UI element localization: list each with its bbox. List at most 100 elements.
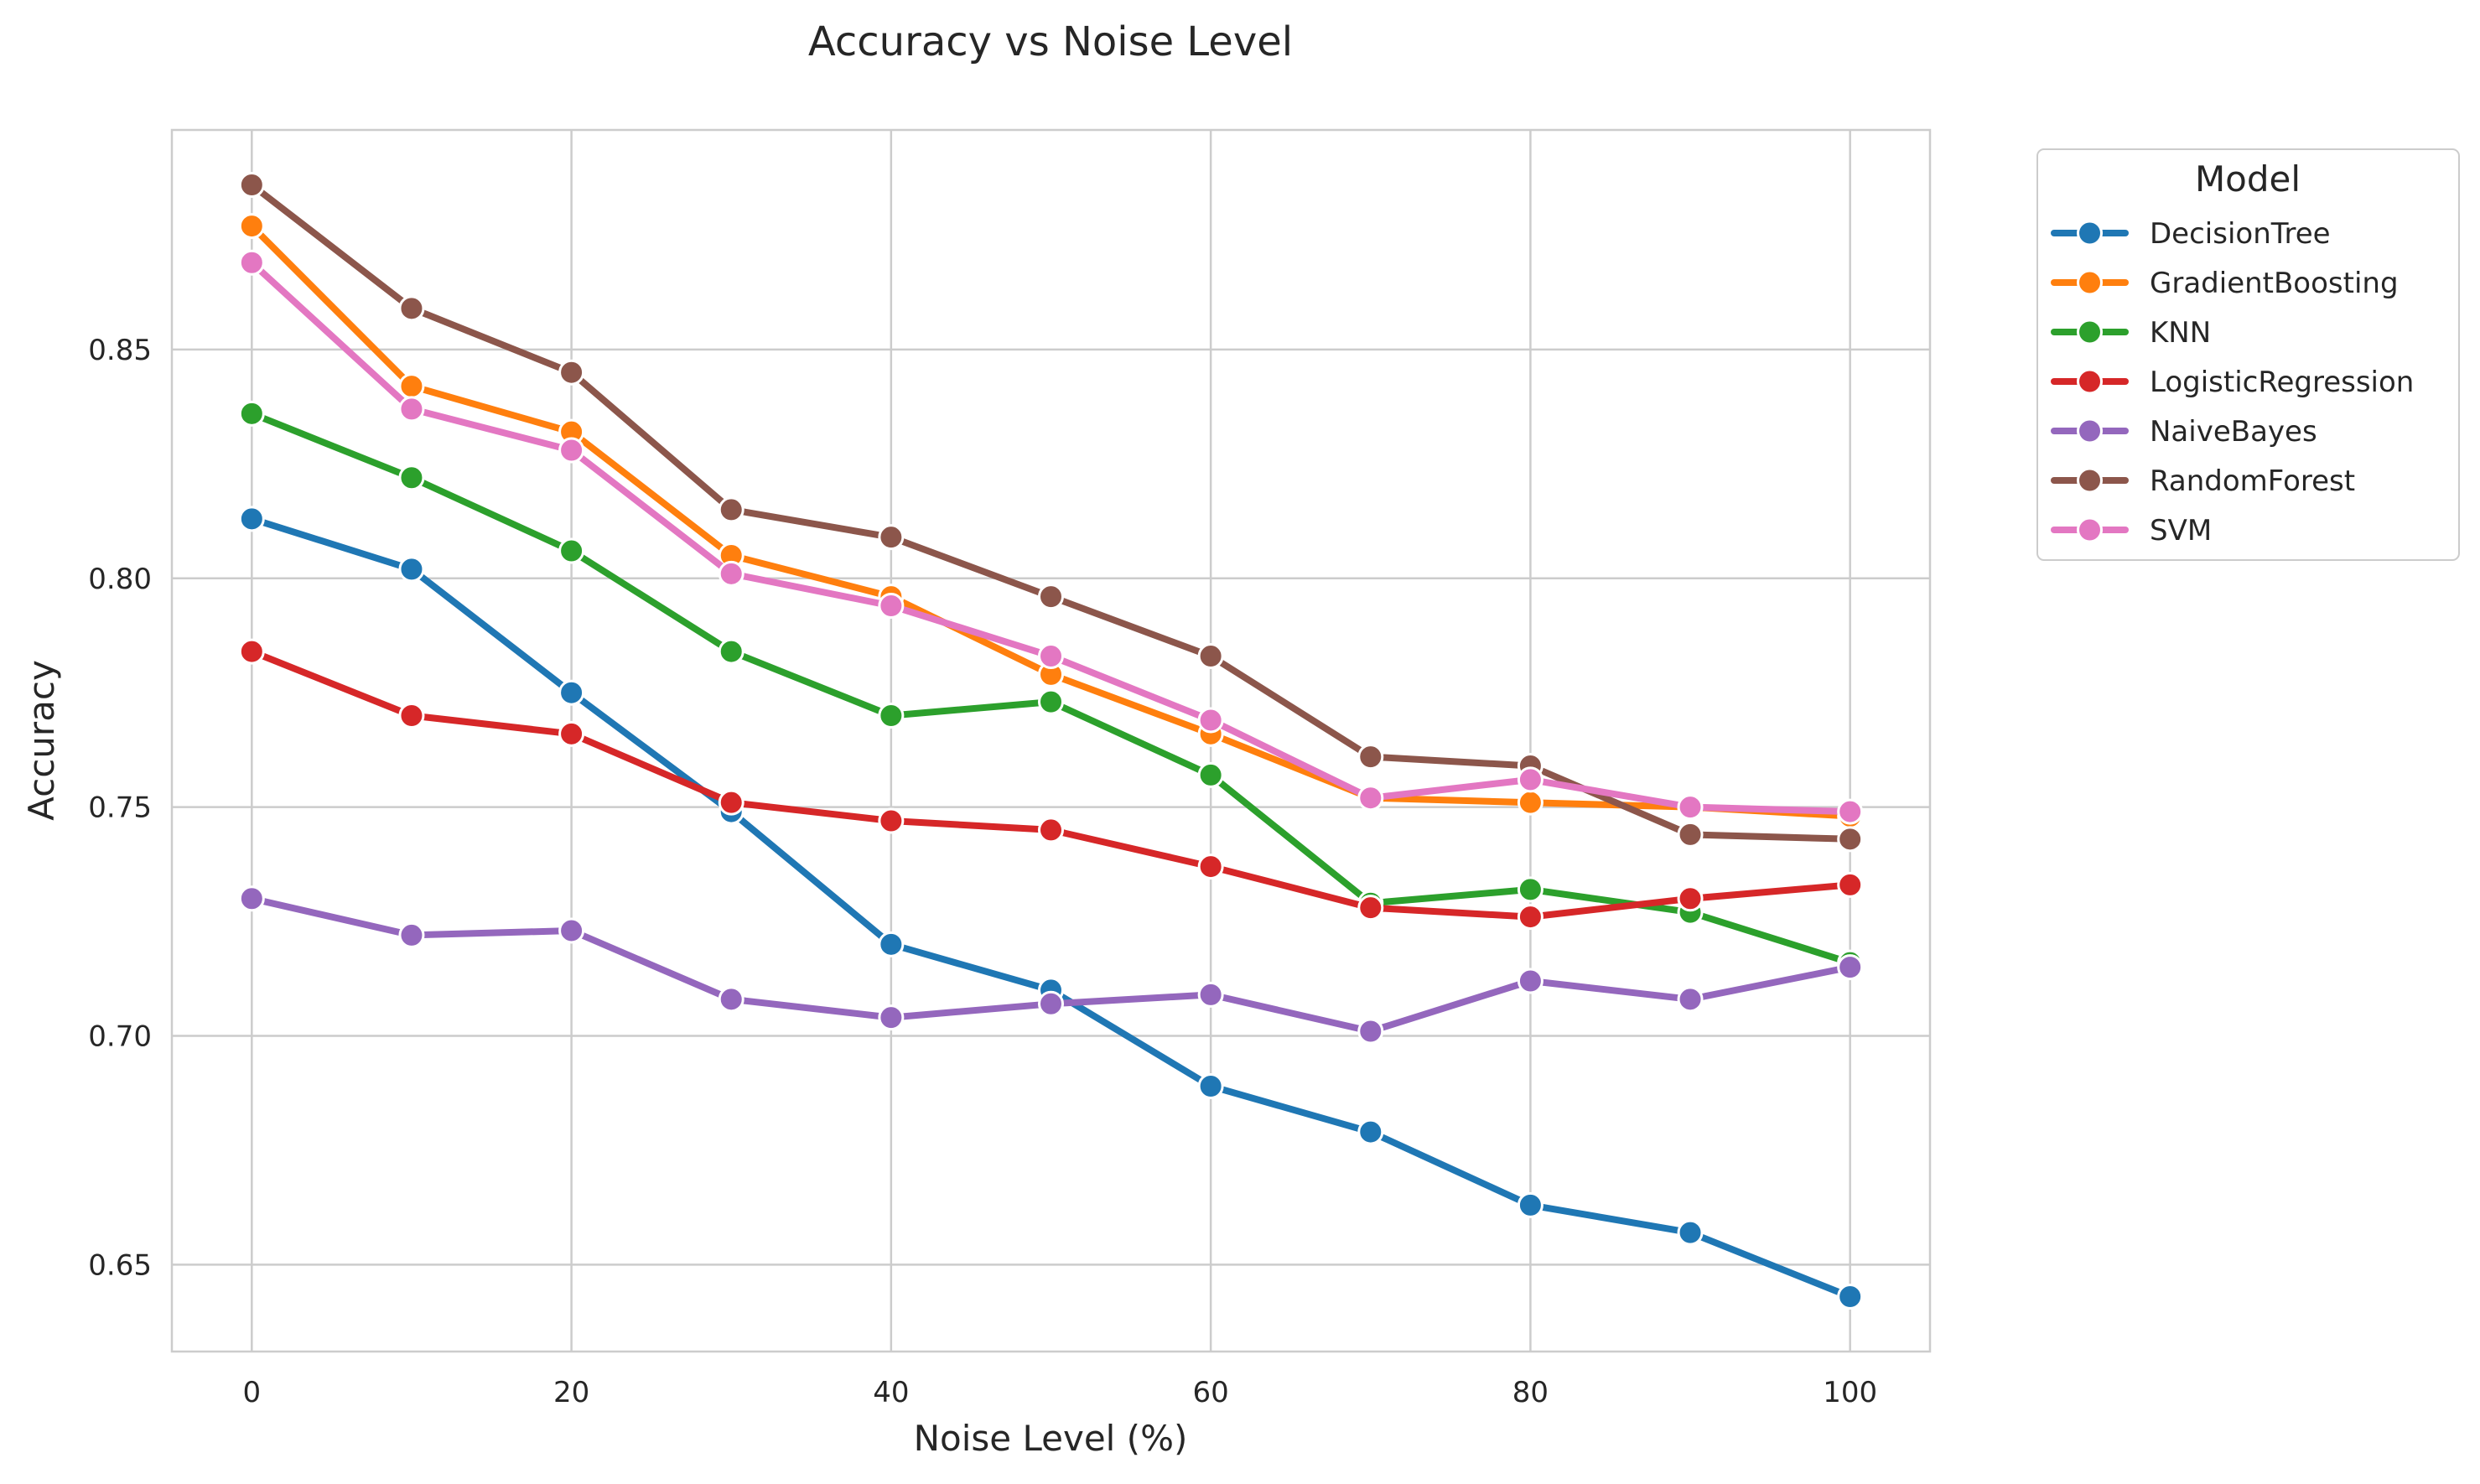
data-point — [238, 885, 265, 912]
legend-label: RandomForest — [2150, 464, 2355, 498]
data-point — [238, 213, 265, 240]
data-point — [1837, 871, 1864, 898]
legend-marker — [2077, 418, 2103, 444]
legend-item: SVM — [2051, 514, 2212, 547]
legend-label: LogisticRegression — [2150, 366, 2414, 399]
legend-label: DecisionTree — [2150, 217, 2331, 251]
data-point — [1357, 1118, 1384, 1145]
data-point — [1197, 981, 1224, 1008]
x-tick-label: 20 — [553, 1376, 589, 1409]
legend-item: RandomForest — [2051, 464, 2355, 498]
data-point — [1677, 1219, 1704, 1246]
data-point — [1517, 876, 1544, 903]
data-point — [558, 537, 585, 564]
data-point — [238, 638, 265, 665]
legend: Model DecisionTree GradientBoosting KNN Log… — [2036, 148, 2460, 561]
y-tick-label: 0.85 — [88, 334, 152, 367]
data-point — [1357, 895, 1384, 921]
x-tick-label: 100 — [1823, 1376, 1877, 1409]
data-point — [558, 437, 585, 464]
legend-item: NaiveBayes — [2051, 415, 2317, 449]
data-point — [238, 171, 265, 198]
data-point — [1038, 990, 1064, 1017]
series-layer — [238, 171, 1864, 1310]
x-tick-label: 40 — [873, 1376, 909, 1409]
legend-item: LogisticRegression — [2051, 366, 2414, 399]
data-point — [878, 1004, 905, 1031]
series-logisticregression — [238, 638, 1864, 931]
data-point — [1517, 968, 1544, 994]
data-point — [398, 396, 425, 423]
data-point — [398, 556, 425, 583]
data-point — [1357, 744, 1384, 771]
data-point — [1038, 643, 1064, 670]
y-tick-label: 0.70 — [88, 1020, 152, 1053]
data-point — [1197, 1072, 1224, 1099]
data-point — [398, 295, 425, 322]
data-point — [1517, 904, 1544, 931]
data-point — [718, 560, 745, 587]
data-point — [1677, 794, 1704, 821]
data-point — [238, 506, 265, 532]
data-point — [558, 917, 585, 944]
data-point — [1197, 854, 1224, 880]
data-point — [718, 496, 745, 523]
data-point — [1357, 1018, 1384, 1045]
legend-label: SVM — [2150, 514, 2212, 547]
y-tick-label: 0.65 — [88, 1248, 152, 1282]
legend-title: Model — [2195, 158, 2301, 200]
plot-area — [170, 128, 1932, 1353]
legend-box — [2036, 148, 2460, 561]
data-point — [718, 789, 745, 816]
data-point — [878, 593, 905, 620]
data-point — [1357, 785, 1384, 812]
x-axis-label: Noise Level (%) — [914, 1418, 1188, 1459]
data-point — [558, 679, 585, 706]
legend-label: NaiveBayes — [2150, 415, 2317, 449]
legend-marker — [2077, 467, 2103, 494]
x-tick-label: 0 — [242, 1376, 261, 1409]
data-point — [1517, 766, 1544, 793]
data-point — [1677, 821, 1704, 848]
legend-marker — [2077, 269, 2103, 296]
data-point — [398, 464, 425, 491]
data-point — [1677, 986, 1704, 1013]
data-point — [878, 807, 905, 834]
series-svm — [238, 249, 1864, 825]
data-point — [718, 986, 745, 1013]
data-point — [398, 702, 425, 729]
legend-marker — [2077, 516, 2103, 543]
data-point — [878, 931, 905, 957]
data-point — [1197, 707, 1224, 734]
data-point — [1677, 885, 1704, 912]
y-tick-label: 0.75 — [88, 791, 152, 825]
series-naivebayes — [238, 885, 1864, 1045]
legend-item: GradientBoosting — [2051, 267, 2399, 300]
data-point — [1837, 954, 1864, 981]
data-point — [398, 921, 425, 948]
chart-title: Accuracy vs Noise Level — [808, 18, 1293, 65]
data-point — [1517, 1191, 1544, 1218]
data-point — [1038, 817, 1064, 843]
legend-marker — [2077, 220, 2103, 246]
legend-item: KNN — [2051, 316, 2211, 350]
x-tick-label: 80 — [1512, 1376, 1549, 1409]
data-point — [558, 359, 585, 386]
data-point — [558, 720, 585, 747]
y-tick-label: 0.80 — [88, 563, 152, 596]
data-point — [718, 638, 745, 665]
y-axis-label: Accuracy — [21, 660, 62, 821]
data-point — [1197, 643, 1224, 670]
data-point — [238, 249, 265, 276]
legend-label: GradientBoosting — [2150, 267, 2399, 300]
data-point — [878, 702, 905, 729]
legend-marker — [2077, 368, 2103, 395]
tick-labels: 0 20 40 60 80 100 0.65 0.70 0.75 0.80 0.85 — [88, 334, 1877, 1409]
legend-marker — [2077, 319, 2103, 345]
data-point — [238, 400, 265, 427]
legend-item: DecisionTree — [2051, 217, 2331, 251]
data-point — [1038, 688, 1064, 715]
data-point — [1837, 798, 1864, 825]
data-point — [1837, 1284, 1864, 1310]
